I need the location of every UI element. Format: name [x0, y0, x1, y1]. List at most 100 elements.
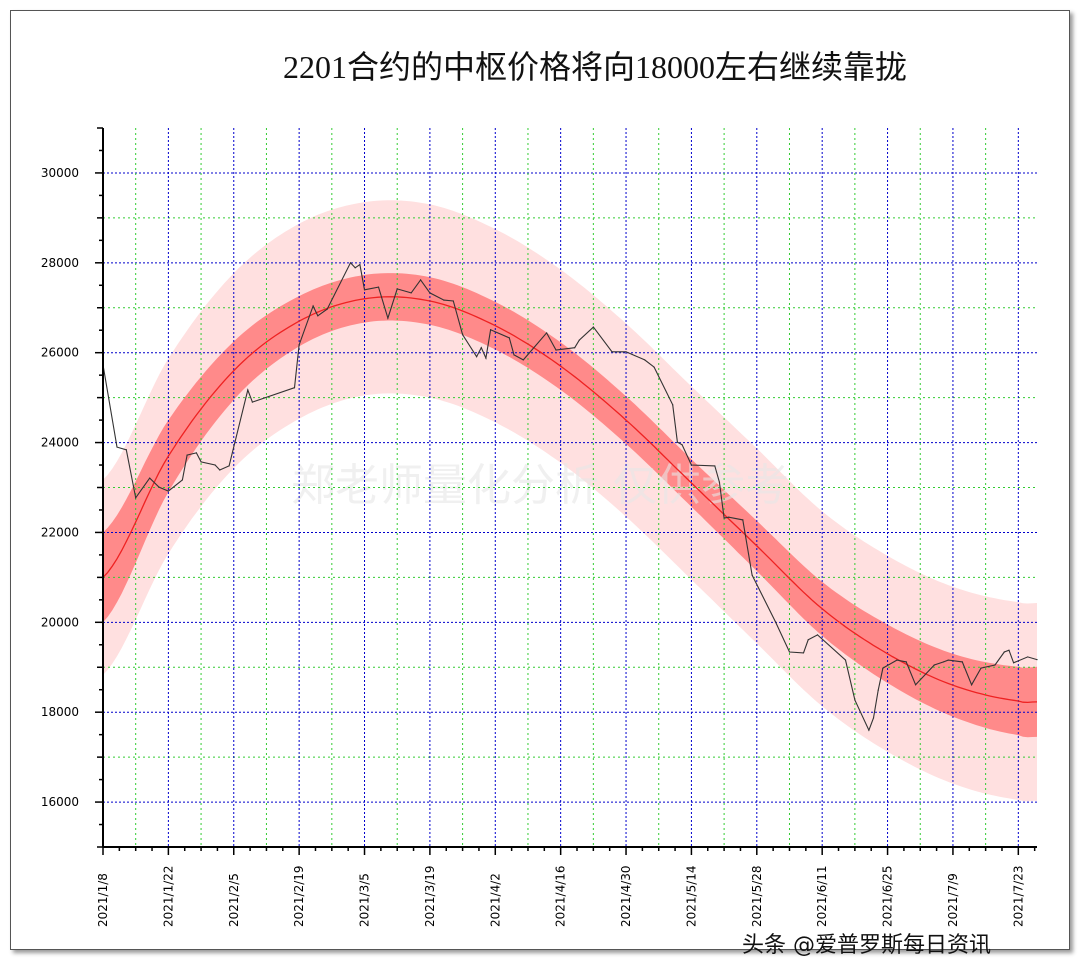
price-point	[625, 351, 627, 353]
price-point	[396, 288, 398, 290]
price-point	[195, 452, 197, 454]
price-point	[349, 262, 352, 264]
credit-watermark: 头条 @爱普罗斯每日资讯	[742, 933, 991, 958]
price-point	[718, 481, 721, 483]
price-point	[882, 667, 884, 669]
price-point	[943, 661, 945, 663]
price-point	[200, 461, 202, 463]
x-tick-label: 2021/4/30	[619, 865, 633, 927]
x-tick-label: 2021/3/19	[423, 865, 437, 927]
price-point	[513, 354, 515, 356]
price-point	[844, 659, 847, 661]
price-point	[167, 490, 169, 492]
price-point	[653, 366, 655, 368]
price-point	[816, 634, 819, 636]
price-point	[1027, 656, 1029, 658]
price-point	[578, 339, 580, 341]
y-tick-label: 18000	[41, 705, 79, 719]
price-point	[728, 516, 730, 518]
price-point	[681, 444, 683, 446]
x-tick-label: 2021/4/16	[554, 865, 568, 927]
price-point	[228, 465, 230, 467]
price-point	[877, 689, 879, 691]
price-point	[508, 337, 510, 339]
price-point	[293, 387, 296, 389]
price-point	[247, 389, 249, 391]
price-point	[961, 661, 963, 663]
price-point	[251, 401, 254, 403]
price-point	[676, 441, 679, 443]
price-point	[214, 464, 216, 466]
price-point	[742, 519, 744, 521]
chart-title: 2201合约的中枢价格将向18000左右继续靠拢	[282, 49, 907, 85]
x-tick-label: 2021/7/9	[946, 873, 960, 927]
price-point	[485, 357, 487, 359]
price-point	[854, 699, 856, 701]
price-point	[905, 661, 907, 663]
price-point	[135, 497, 137, 499]
price-point	[359, 264, 361, 266]
price-point	[672, 404, 674, 406]
price-point	[1003, 651, 1005, 653]
y-tick-label: 22000	[41, 525, 79, 539]
price-point	[219, 469, 221, 471]
price-point	[994, 664, 996, 666]
x-tick-label: 2021/7/23	[1011, 865, 1025, 927]
price-point	[896, 659, 898, 661]
price-point	[933, 664, 935, 666]
price-point	[723, 517, 725, 519]
y-tick-label: 16000	[41, 795, 79, 809]
price-point	[1013, 662, 1015, 664]
price-point	[298, 344, 300, 346]
price-point	[181, 479, 183, 481]
watermark-text: 郑老师量化分析 仅供参考	[291, 460, 789, 511]
price-point	[476, 356, 478, 358]
x-tick-label: 2021/1/8	[96, 873, 110, 927]
outer-confidence-band	[103, 200, 1037, 802]
x-tick-label: 2021/3/5	[358, 873, 372, 927]
x-tick-label: 2021/6/25	[881, 865, 895, 927]
price-point	[690, 464, 693, 466]
price-point	[149, 477, 151, 479]
price-point	[429, 292, 431, 294]
x-tick-label: 2021/6/11	[815, 865, 829, 927]
price-point	[410, 292, 412, 294]
price-point	[644, 359, 646, 361]
price-point	[788, 651, 791, 653]
y-tick-label: 26000	[41, 346, 79, 360]
x-tick-label: 2021/2/5	[227, 873, 241, 927]
price-point	[714, 465, 716, 467]
price-point	[158, 486, 160, 488]
price-point	[980, 667, 982, 669]
price-point	[1008, 649, 1010, 651]
price-point	[807, 639, 809, 641]
inner-confidence-band	[103, 273, 1037, 738]
price-point	[751, 574, 753, 576]
price-point	[555, 349, 557, 351]
price-point	[971, 684, 973, 686]
price-point	[363, 289, 366, 291]
price-point	[611, 351, 613, 353]
price-point	[802, 652, 805, 654]
price-point	[461, 334, 464, 336]
y-tick-label: 24000	[41, 436, 79, 450]
price-point	[592, 326, 594, 328]
price-point	[868, 729, 870, 731]
price-point	[387, 317, 389, 319]
price-point	[354, 267, 356, 269]
price-point	[377, 286, 380, 288]
price-point	[947, 659, 949, 661]
price-point	[419, 279, 422, 281]
y-tick-label: 20000	[41, 615, 79, 629]
price-point	[774, 621, 777, 623]
center-price-line	[102, 296, 1038, 704]
y-tick-label: 30000	[41, 166, 79, 180]
price-point	[125, 449, 127, 451]
price-series-line	[102, 261, 1038, 732]
y-tick-label: 28000	[41, 256, 79, 270]
price-point	[574, 347, 576, 349]
price-point	[452, 300, 454, 302]
x-tick-label: 2021/5/28	[750, 865, 764, 927]
x-tick-label: 2021/1/22	[161, 865, 175, 927]
